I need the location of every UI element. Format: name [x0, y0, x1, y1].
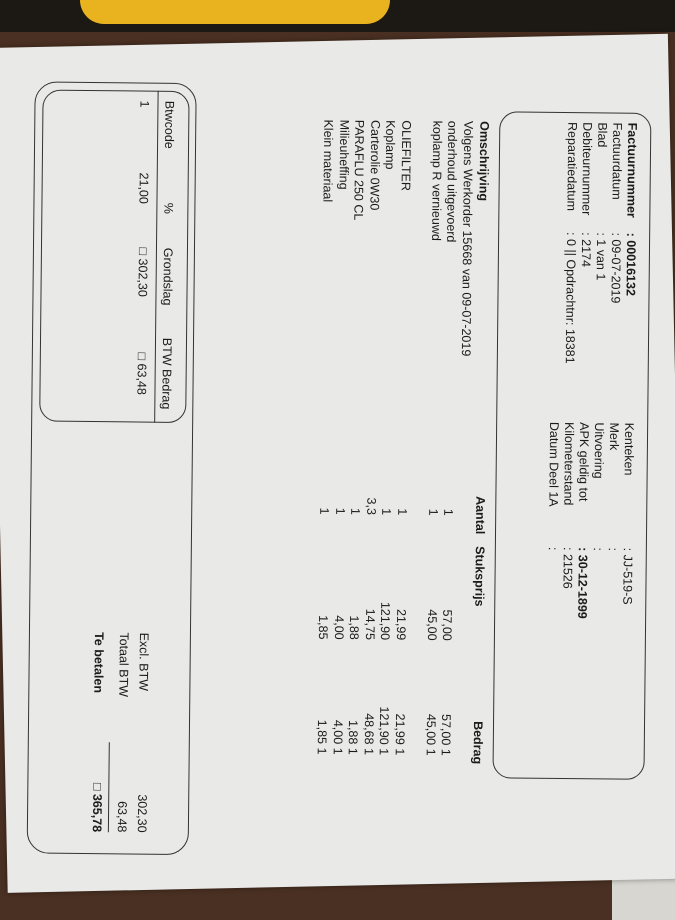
line-description: OLIEFILTER: [398, 120, 414, 191]
line-unit-price: 57,00: [439, 576, 455, 641]
header-field-value: : 00016132: [623, 233, 639, 296]
header-field-label: Factuurdatum: [609, 122, 625, 199]
background-top: [0, 0, 675, 32]
header-field-value: : 0 || Opdrachtnr: 18381: [562, 232, 578, 364]
line-description: Koplamp: [382, 120, 398, 169]
header-field-label: Factuurnummer: [623, 123, 639, 218]
line-qty: 1: [394, 475, 409, 515]
line-qty: 1: [317, 474, 332, 514]
line-qty: 1: [379, 475, 394, 515]
line-unit-price: 1,88: [346, 575, 362, 640]
vat-header-base: Grondslag: [159, 248, 175, 306]
line-amount: 48,68 1: [361, 675, 377, 755]
vehicle-field-value: : 21526: [559, 547, 574, 589]
header-field-value: : 1 van 1: [593, 232, 609, 280]
header-field-value: : 09-07-2019: [607, 232, 623, 303]
vat-header-amount: BTW Bedrag: [158, 338, 174, 410]
vat-header-percent: %: [160, 203, 175, 214]
total-vat-label: Totaal BTW: [115, 632, 131, 697]
line-description: Milieuheffing: [336, 120, 352, 190]
vehicle-field-label: Datum Deel 1A: [545, 422, 561, 507]
line-amount: 1,88 1: [345, 675, 361, 755]
header-field-label: Reparatiedatum: [563, 122, 579, 211]
vehicle-field-label: Kilometerstand: [560, 422, 576, 506]
excl-vat-label: Excl. BTW: [135, 633, 151, 691]
total-vat-value: 63,48: [114, 752, 130, 832]
header-field-label: Blad: [594, 122, 609, 147]
vat-percent: 21,00: [135, 172, 150, 203]
header-field-value: : 2174: [578, 232, 593, 267]
excl-vat-value: 302,30: [134, 753, 150, 833]
line-amount: 21,99 1: [392, 675, 408, 755]
to-pay-label: Te betalen: [90, 632, 106, 693]
vehicle-field-label: Kenteken: [621, 423, 637, 476]
vehicle-field-label: Uitvoering: [591, 422, 607, 478]
header-field-label: Debiteurnummer: [578, 122, 594, 215]
vehicle-field-value: : JJ-519-S: [619, 548, 635, 605]
line-qty: 1: [441, 476, 456, 516]
line-unit-price: 4,00: [331, 575, 347, 640]
line-unit-price: 21,99: [393, 575, 409, 640]
line-amount: 1,85 1: [314, 674, 330, 754]
vat-header-code: Btwcode: [161, 101, 177, 149]
vehicle-field-value: :: [590, 547, 605, 551]
line-description: Carterolie 0W30: [366, 120, 382, 210]
line-amount: 45,00 1: [423, 676, 439, 756]
vehicle-field-value: :: [545, 547, 560, 551]
line-qty: 1: [425, 476, 440, 516]
vehicle-field-value: :: [605, 547, 620, 551]
line-amount: 57,00 1: [438, 676, 454, 756]
line-unit-price: 45,00: [424, 576, 440, 641]
line-unit-price: 1,85: [315, 574, 331, 639]
vehicle-field-label: APK geldig tot: [575, 422, 591, 501]
col-qty-header: Aantal: [472, 496, 487, 534]
line-amount: 4,00 1: [330, 675, 346, 755]
line-description: Klein materiaal: [320, 119, 336, 202]
line-description: onderhoud uitgevoerd: [444, 121, 460, 243]
col-amount-header: Bedrag: [470, 721, 485, 764]
line-unit-price: 14,75: [362, 575, 378, 640]
background-yellow-object: [80, 0, 390, 24]
line-amount: 121,90 1: [376, 675, 392, 755]
line-qty: 1: [348, 475, 363, 515]
line-unit-price: 121,90: [377, 575, 393, 640]
line-qty: 3,3: [363, 475, 378, 515]
vat-amount: □ 63,48: [133, 352, 148, 394]
vat-code: 1: [136, 100, 151, 107]
vehicle-field-value: : 30-12-1899: [574, 547, 590, 619]
line-description: Volgens Werkorder 15668 van 09-07-2019: [458, 121, 475, 357]
line-description: koplamp R vernieuwd: [428, 121, 444, 241]
line-qty: 1: [332, 475, 347, 515]
vat-base: □ 302,30: [134, 247, 150, 296]
vehicle-field-label: Merk: [606, 422, 621, 450]
to-pay-value: □ 365,78: [89, 752, 105, 832]
invoice-document: Factuurnummer : 00016132 Factuurdatum : 09-…: [13, 51, 662, 878]
line-description: PARAFLU 250 CL: [351, 120, 367, 221]
col-description-header: Omschrijving: [475, 121, 491, 201]
col-unit-price-header: Stuksprijs: [471, 546, 487, 607]
